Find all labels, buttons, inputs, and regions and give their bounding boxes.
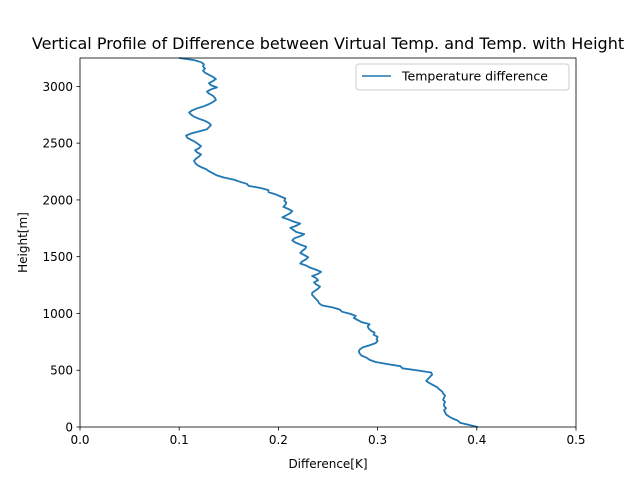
y-tick-label: 1500: [42, 250, 73, 264]
y-tick-label: 500: [50, 364, 73, 378]
plot-frame: [79, 57, 577, 428]
y-tick-label: 2000: [42, 193, 73, 207]
chart-title: Vertical Profile of Difference between V…: [32, 34, 624, 53]
plot-area: [80, 58, 576, 427]
x-tick-label: 0.3: [368, 433, 387, 447]
legend-label-temperature-difference: Temperature difference: [401, 69, 548, 84]
x-axis: 0.0 0.1 0.2 0.3 0.4 0.5: [70, 427, 586, 447]
x-tick-label: 0.0: [70, 433, 89, 447]
y-tick-label: 1000: [42, 307, 73, 321]
x-tick-label: 0.4: [467, 433, 486, 447]
y-tick-label: 2500: [42, 137, 73, 151]
y-axis-label: Height[m]: [16, 212, 30, 273]
x-tick-label: 0.5: [566, 433, 585, 447]
x-tick-label: 0.1: [170, 433, 189, 447]
y-axis: 0 500 1000 1500 2000 2500 3000: [42, 80, 80, 435]
legend: Temperature difference: [355, 63, 570, 91]
x-tick-label: 0.2: [269, 433, 288, 447]
y-tick-label: 3000: [42, 80, 73, 94]
series-line-temperature-difference: [179, 57, 478, 428]
legend-box: [355, 63, 570, 91]
series-layer: [179, 57, 478, 428]
y-tick-label: 0: [65, 421, 73, 435]
x-axis-label: Difference[K]: [288, 457, 367, 471]
